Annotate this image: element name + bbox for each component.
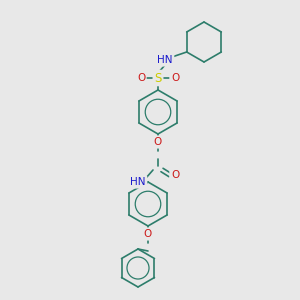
Text: S: S [154, 71, 162, 85]
Text: O: O [144, 229, 152, 239]
Text: O: O [171, 170, 179, 180]
Text: HN: HN [130, 177, 146, 187]
Text: O: O [137, 73, 145, 83]
Text: O: O [154, 137, 162, 147]
Text: HN: HN [157, 55, 173, 65]
Text: O: O [171, 73, 179, 83]
